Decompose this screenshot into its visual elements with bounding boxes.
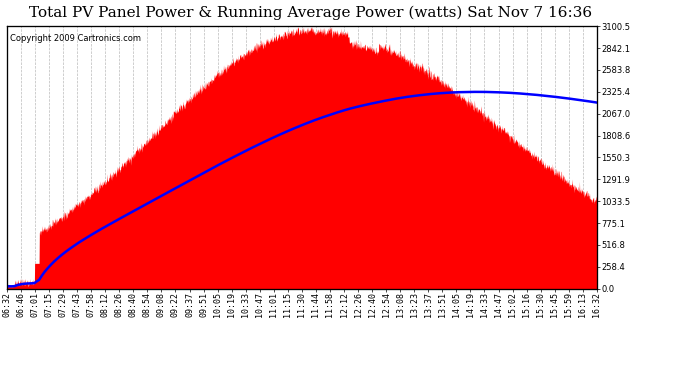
Text: Copyright 2009 Cartronics.com: Copyright 2009 Cartronics.com — [10, 34, 141, 43]
Text: Total PV Panel Power & Running Average Power (watts) Sat Nov 7 16:36: Total PV Panel Power & Running Average P… — [29, 6, 592, 20]
